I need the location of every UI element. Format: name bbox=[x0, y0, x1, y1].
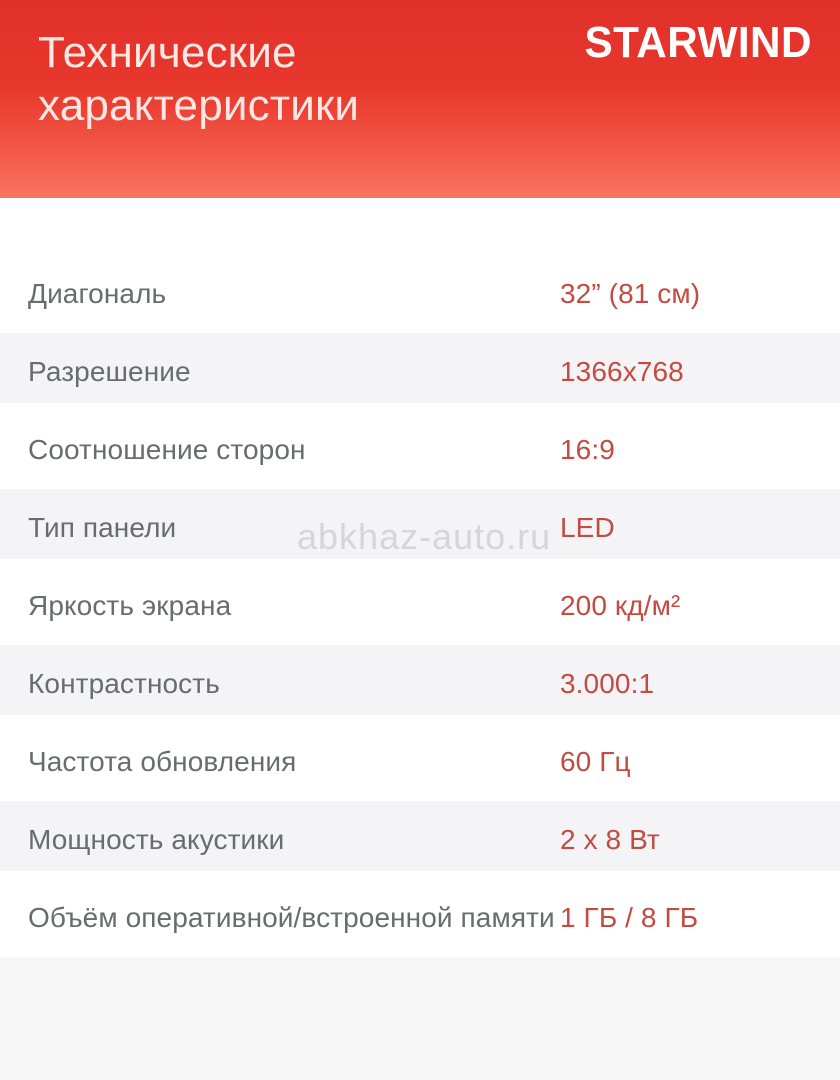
spec-value: 60 Гц bbox=[560, 746, 631, 777]
footer-area bbox=[0, 957, 840, 1080]
spec-row: Контрастность 3.000:1 bbox=[0, 645, 840, 723]
spec-value: 32” (81 см) bbox=[560, 278, 701, 309]
starwind-logo: STARWIND bbox=[584, 18, 812, 67]
header-banner: Технические характеристики STARWIND bbox=[0, 0, 840, 198]
spec-label: Контрастность bbox=[28, 668, 220, 699]
spec-row: Объём оперативной/встроенной памяти 1 ГБ… bbox=[0, 879, 840, 957]
spec-label: Диагональ bbox=[28, 278, 167, 309]
spec-label: Разрешение bbox=[28, 356, 191, 387]
spec-value: LED bbox=[560, 512, 615, 543]
specs-table: Диагональ 32” (81 см) Разрешение 1366x76… bbox=[0, 255, 840, 957]
spec-label: Мощность акустики bbox=[28, 824, 285, 855]
spec-label: Соотношение сторон bbox=[28, 434, 306, 465]
spec-value: 16:9 bbox=[560, 434, 615, 465]
spec-value: 3.000:1 bbox=[560, 668, 655, 699]
spec-row: Тип панели LED bbox=[0, 489, 840, 567]
spec-label: Яркость экрана bbox=[28, 590, 232, 621]
page-title-line1: Технические bbox=[38, 28, 297, 77]
spec-row: Соотношение сторон 16:9 bbox=[0, 411, 840, 489]
page-title: Технические характеристики bbox=[38, 26, 810, 132]
spec-value: 1366x768 bbox=[560, 356, 684, 387]
spec-value: 2 x 8 Вт bbox=[560, 824, 660, 855]
spec-row: Диагональ 32” (81 см) bbox=[0, 255, 840, 333]
spec-row: Мощность акустики 2 x 8 Вт bbox=[0, 801, 840, 879]
spec-row: Разрешение 1366x768 bbox=[0, 333, 840, 411]
spec-value: 1 ГБ / 8 ГБ bbox=[560, 902, 699, 933]
spec-label: Объём оперативной/встроенной памяти bbox=[28, 902, 555, 933]
spec-value: 200 кд/м² bbox=[560, 590, 681, 621]
spec-row: Частота обновления 60 Гц bbox=[0, 723, 840, 801]
spec-label: Тип панели bbox=[28, 512, 177, 543]
page-title-line2: характеристики bbox=[38, 81, 360, 130]
spec-label: Частота обновления bbox=[28, 746, 297, 777]
spec-row: Яркость экрана 200 кд/м² bbox=[0, 567, 840, 645]
